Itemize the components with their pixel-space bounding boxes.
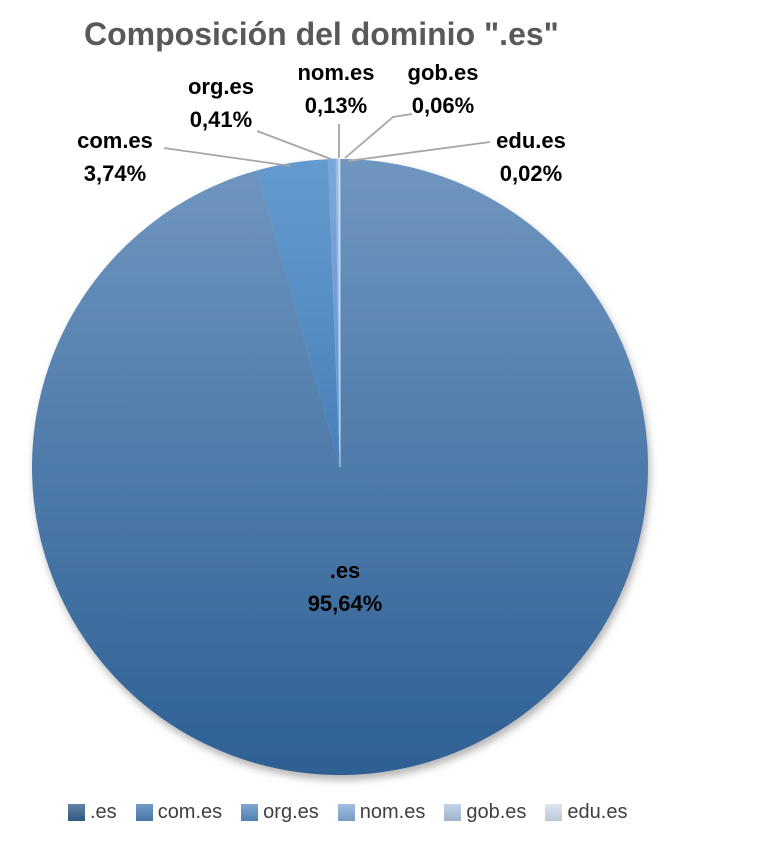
legend-label: edu.es bbox=[567, 801, 628, 823]
data-label-category: edu.es bbox=[496, 128, 566, 153]
legend-item-com-es: com.es bbox=[135, 801, 223, 824]
data-label-edu-es: edu.es 0,02% bbox=[496, 124, 566, 190]
data-label-nom-es: nom.es 0,13% bbox=[297, 56, 374, 122]
legend-swatch-org-es bbox=[241, 804, 259, 821]
leader-line-com-es bbox=[163, 147, 292, 167]
data-label-es: .es 95,64% bbox=[308, 554, 383, 620]
legend-swatch-edu-es bbox=[545, 804, 563, 821]
legend-swatch-nom-es bbox=[337, 804, 355, 821]
pie-slice-com-es bbox=[256, 159, 340, 467]
data-label-percentage: 0,41% bbox=[189, 107, 253, 132]
chart-title: Composición del dominio ".es" bbox=[84, 16, 559, 52]
data-label-gob-es: gob.es 0,06% bbox=[408, 56, 479, 122]
data-label-category: nom.es bbox=[297, 60, 375, 85]
legend-item-es: .es bbox=[68, 801, 117, 824]
legend-label: gob.es bbox=[466, 801, 527, 823]
leader-lines bbox=[163, 113, 491, 167]
leader-line-gob-es bbox=[344, 113, 413, 159]
data-label-com-es: com.es 3,74% bbox=[77, 124, 153, 190]
legend-label: org.es bbox=[263, 801, 319, 823]
data-label-category: org.es bbox=[187, 74, 255, 99]
legend-item-nom-es: nom.es bbox=[337, 801, 426, 824]
legend-item-edu-es: edu.es bbox=[545, 801, 627, 824]
legend-label: com.es bbox=[157, 801, 223, 823]
data-label-category: com.es bbox=[77, 128, 153, 153]
data-label-category: gob.es bbox=[407, 60, 479, 85]
data-label-percentage: 0,06% bbox=[411, 93, 475, 118]
data-label-percentage: 0,02% bbox=[499, 161, 563, 186]
legend-swatch-es bbox=[68, 804, 85, 821]
legend-label: .es bbox=[90, 801, 117, 823]
legend-swatch-gob-es bbox=[444, 804, 462, 821]
legend-label: nom.es bbox=[359, 801, 426, 823]
data-label-category: .es bbox=[329, 558, 361, 583]
leader-line-org-es bbox=[256, 130, 332, 160]
chart-legend: .es com.es org.es nom.es gob.es edu.es bbox=[68, 801, 627, 824]
data-label-org-es: org.es 0,41% bbox=[188, 70, 254, 136]
pie-slices bbox=[31, 158, 648, 775]
legend-item-org-es: org.es bbox=[241, 801, 319, 824]
legend-swatch-com-es bbox=[135, 804, 153, 821]
data-label-percentage: 95,64% bbox=[307, 591, 383, 616]
data-label-percentage: 0,13% bbox=[304, 93, 368, 118]
data-label-percentage: 3,74% bbox=[83, 161, 147, 186]
leader-line-edu-es bbox=[347, 141, 491, 162]
legend-item-gob-es: gob.es bbox=[444, 801, 526, 824]
